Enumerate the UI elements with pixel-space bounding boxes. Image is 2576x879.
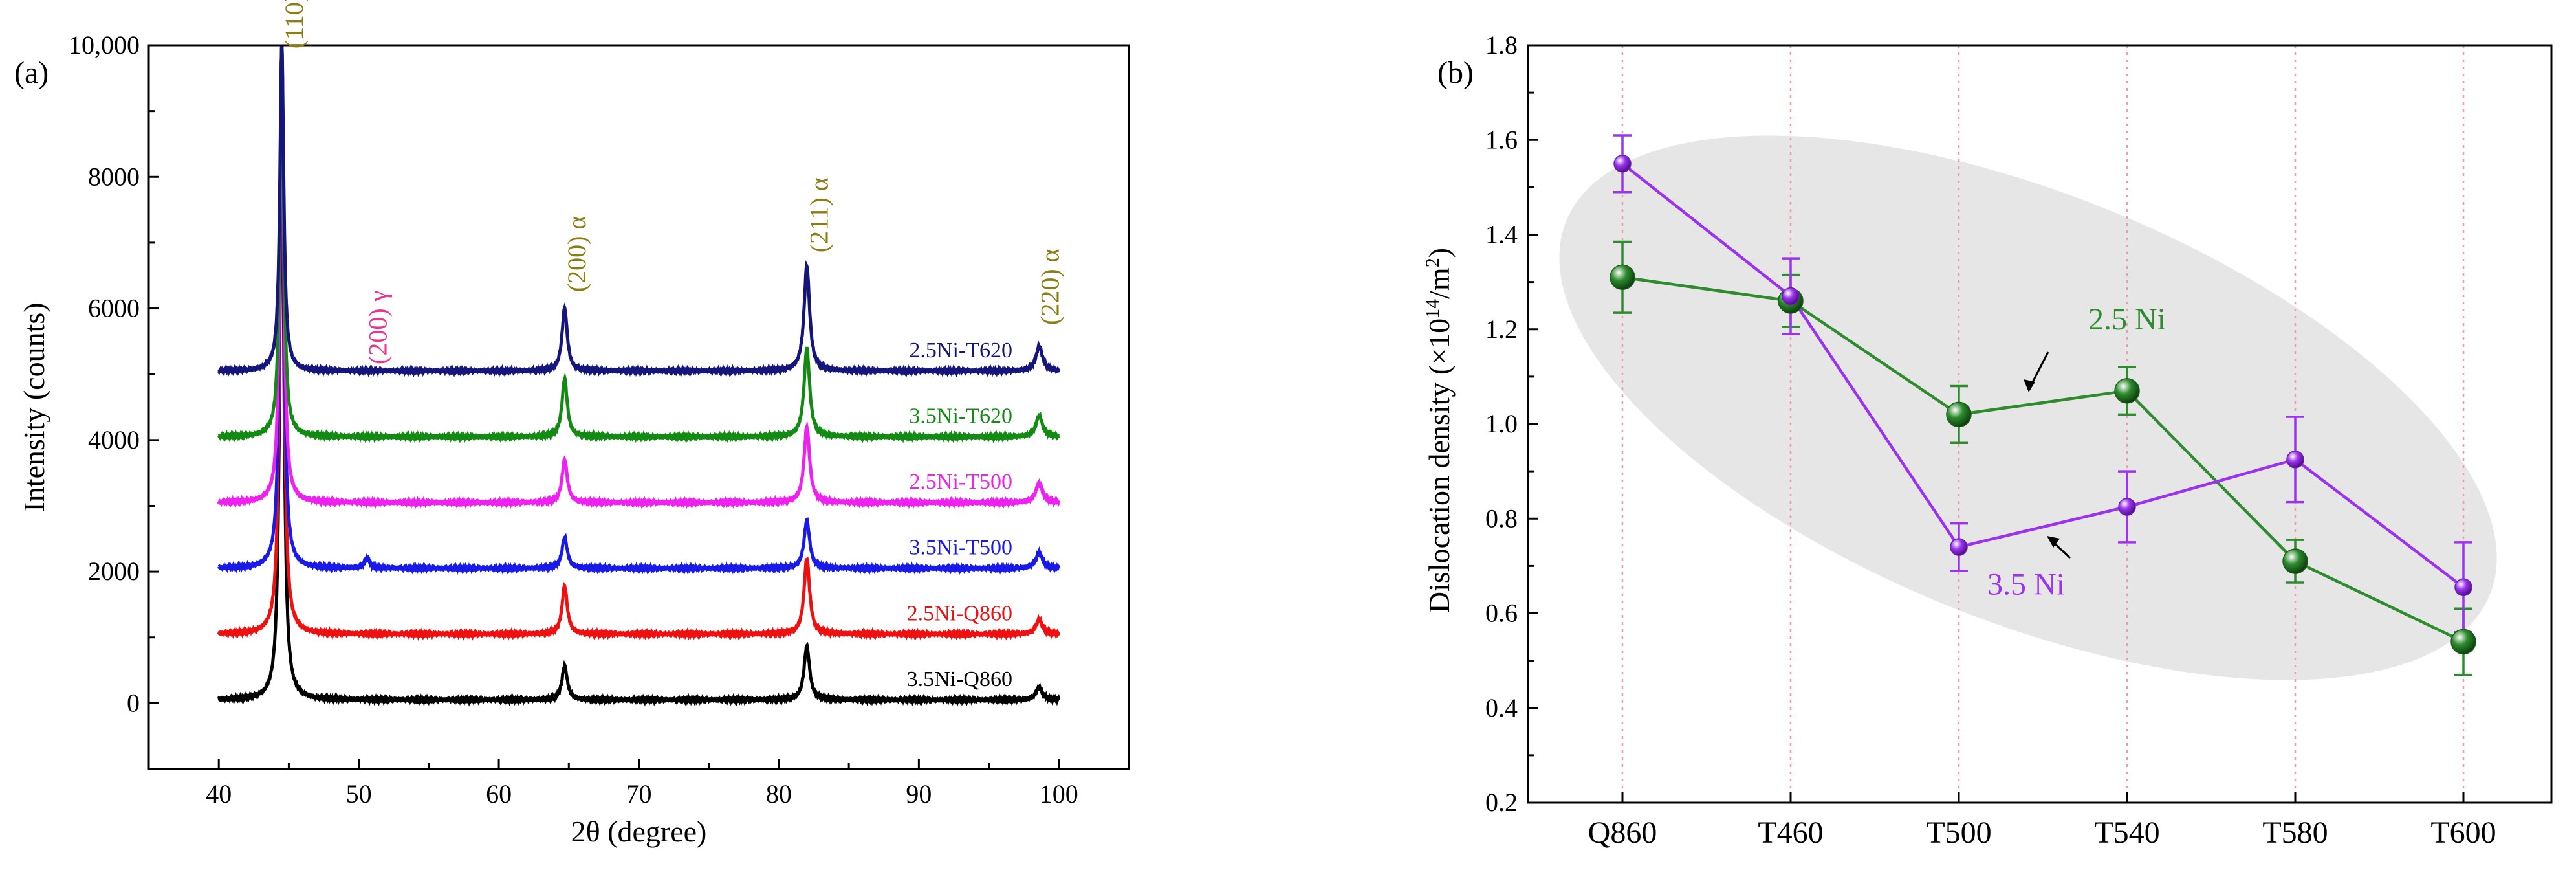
y-axis-label: Intensity (counts): [17, 302, 50, 511]
y-tick-label: 0.2: [1485, 788, 1518, 817]
peak-label: (110) α: [279, 0, 309, 49]
data-point: [1782, 287, 1800, 306]
panel-a-label: (a): [14, 56, 49, 90]
data-point: [2114, 378, 2140, 404]
x-category-label: T460: [1758, 816, 1823, 850]
xrd-series-label: 3.5Ni-T500: [909, 536, 1012, 560]
y-axis-label-part: Dislocation density (×10: [1423, 318, 1456, 613]
data-point: [2454, 578, 2472, 597]
x-category-label: T580: [2262, 816, 2328, 850]
peak-label: (200) γ: [364, 291, 393, 364]
arrowhead: [2047, 536, 2060, 548]
panel-b-label: (b): [1437, 56, 1474, 90]
xrd-series-label: 2.5Ni-Q860: [907, 601, 1012, 625]
y-axis-label-superscript: 2: [1422, 258, 1443, 267]
data-point: [2286, 451, 2304, 469]
annotation-arrow-2-5ni: [2029, 351, 2049, 388]
xrd-series-line: [217, 45, 1061, 444]
xrd-series-label: 2.5Ni-T500: [909, 470, 1012, 494]
x-tick-label: 100: [1040, 779, 1078, 808]
xrd-series-line: [217, 45, 1060, 510]
x-category-label: T540: [2094, 816, 2159, 850]
y-tick-label: 0: [127, 688, 140, 717]
data-point: [2118, 498, 2136, 516]
y-tick-label: 6000: [88, 294, 140, 323]
y-axis-label-part: ): [1423, 248, 1456, 258]
y-tick-label: 1.6: [1485, 125, 1518, 154]
data-point: [1950, 538, 1968, 556]
data-point: [1610, 264, 1635, 291]
data-point: [2450, 629, 2476, 655]
series-legend-label: 2.5 Ni: [2088, 302, 2166, 337]
series-line: [1622, 276, 2464, 643]
y-tick-label: 0.4: [1485, 693, 1518, 722]
x-axis-label: 2θ (degree): [571, 815, 707, 848]
x-category-label: T500: [1926, 816, 1991, 850]
peak-label: (211) α: [804, 177, 833, 252]
panel-a-xrd-chart: 3.5Ni-Q860 2.5Ni-Q860 3.5Ni-T500 2.5Ni-T500…: [14, 0, 1130, 848]
y-axis-label: Dislocation density (×1014/m2): [1422, 248, 1456, 613]
x-category-label: T600: [2430, 816, 2496, 850]
y-tick-label: 2000: [88, 557, 140, 586]
xrd-series-label: 2.5Ni-T620: [909, 339, 1012, 362]
data-point: [2282, 548, 2308, 574]
y-tick-label: 8000: [88, 162, 140, 191]
xrd-series-line: [217, 45, 1061, 378]
y-tick-label: 0.6: [1485, 599, 1518, 628]
y-tick-label: 0.8: [1485, 504, 1518, 533]
arrowhead: [2024, 379, 2035, 392]
x-tick-label: 60: [486, 779, 512, 808]
x-tick-label: 40: [206, 779, 232, 808]
data-point: [1613, 155, 1632, 173]
y-axis-label-superscript: 14: [1422, 299, 1443, 318]
y-tick-label: 1.2: [1485, 315, 1518, 344]
x-category-label: Q860: [1588, 816, 1657, 850]
y-tick-label: 1.4: [1485, 220, 1518, 249]
panel-b-dislocation-chart: 2.5 Ni 3.5 Ni 0.2 0.4 0.6 0.8 1.0 1.2 1.4 1.6 1.8 Q…: [1422, 30, 2553, 850]
y-tick-label: 1.8: [1485, 30, 1518, 60]
xrd-series-line: [217, 45, 1060, 641]
series-legend-label: 3.5 Ni: [1987, 567, 2065, 601]
y-tick-label: 1.0: [1485, 409, 1518, 438]
x-tick-label: 90: [906, 779, 932, 808]
data-point: [1946, 401, 1972, 428]
xrd-series-line: [217, 45, 1061, 575]
x-tick-label: 80: [766, 779, 792, 808]
x-tick-label: 70: [626, 779, 652, 808]
y-tick-label: 10,000: [69, 30, 140, 60]
peak-label: (220) α: [1035, 249, 1064, 325]
series-line: [1621, 162, 2465, 589]
peak-label: (200) α: [562, 216, 591, 292]
xrd-series-label: 3.5Ni-T620: [909, 404, 1012, 428]
xrd-series-line: [217, 75, 1061, 707]
y-axis-label-part: /m: [1423, 267, 1456, 299]
x-tick-label: 50: [346, 779, 372, 808]
xrd-series-label: 3.5Ni-Q860: [907, 667, 1012, 691]
y-tick-label: 4000: [88, 425, 140, 454]
highlight-ellipse: [1559, 135, 2497, 680]
